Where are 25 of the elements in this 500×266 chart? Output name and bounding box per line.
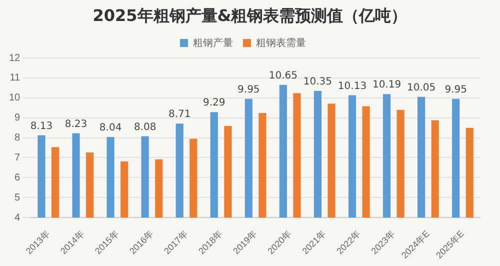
data-label: 10.05 <box>406 82 436 94</box>
data-label: 8.04 <box>99 122 122 134</box>
data-label: 10.13 <box>338 80 367 92</box>
y-tick-label: 7 <box>14 152 21 164</box>
legend-label: 粗钢表需量 <box>256 36 306 49</box>
legend-label: 粗钢产量 <box>193 36 233 49</box>
data-label: 9.95 <box>238 84 260 96</box>
chart-title: 2025年粗钢产量&粗钢表需预测值（亿吨） <box>92 6 408 27</box>
y-tick-label: 10 <box>9 92 21 104</box>
data-label: 10.19 <box>372 80 402 91</box>
y-tick-label: 9 <box>14 112 21 124</box>
y-tick-label: 4 <box>14 212 21 224</box>
data-label: 8.13 <box>30 120 53 132</box>
y-tick-label: 8 <box>14 132 21 144</box>
data-label: 10.65 <box>268 70 298 82</box>
y-tick-label: 6 <box>14 172 21 184</box>
data-label: 9.29 <box>202 98 226 109</box>
data-label: 8.71 <box>168 109 191 120</box>
y-tick-label: 12 <box>9 52 21 64</box>
y-tick-label: 11 <box>10 72 21 84</box>
data-label: 8.08 <box>134 122 156 133</box>
y-tick-label: 5 <box>14 192 21 204</box>
data-label: 10.35 <box>303 76 332 88</box>
data-label: 8.23 <box>64 118 88 130</box>
data-label: 9.95 <box>444 84 467 96</box>
